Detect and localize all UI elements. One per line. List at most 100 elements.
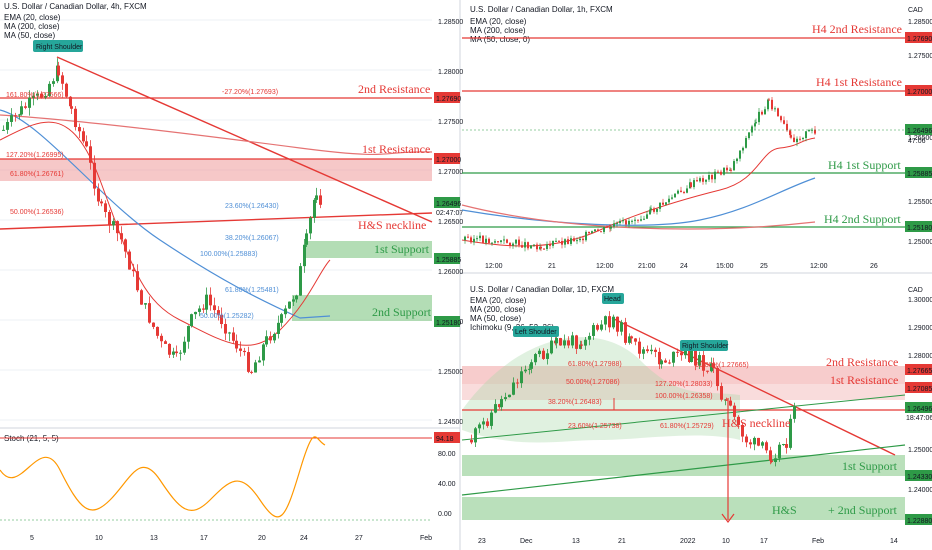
tr-candle-body: [558, 240, 560, 242]
br-x-tick: 10: [722, 538, 730, 545]
br-level-s1-bg: [905, 470, 932, 481]
br-candle-body: [482, 421, 485, 425]
candle-body: [319, 195, 322, 205]
tr-x-tick: 12:00: [485, 263, 503, 270]
tr-candle-body: [674, 193, 676, 198]
candle-body: [190, 314, 193, 327]
br-indicator: Ichimoku (9, 26, 52, 26): [470, 323, 554, 332]
tr-candle-body: [597, 229, 599, 232]
candle-body: [209, 294, 212, 306]
candle-body: [44, 95, 47, 98]
br-candle-body: [757, 437, 760, 446]
tr-candle-body: [591, 231, 593, 234]
tr-x-tick: 25: [760, 263, 768, 270]
tr-candle-body: [606, 226, 608, 228]
candle-body: [93, 162, 96, 189]
br-candle-body: [694, 347, 697, 366]
fib-label: 61.80%(1.26761): [10, 171, 64, 178]
tr-candle-body: [588, 231, 590, 234]
tr-candle-body: [549, 244, 551, 246]
candle-body: [299, 266, 302, 296]
tr-candle-body: [637, 219, 639, 221]
br-candle-body: [490, 412, 493, 426]
candle-body: [40, 93, 43, 98]
tr-candle-body: [720, 171, 722, 175]
br-candle-body: [600, 324, 603, 330]
br-green-trend-2: [461, 394, 906, 441]
br-fib-label: 23.60%(1.25738): [568, 423, 622, 430]
br-candle-body: [706, 370, 709, 372]
br-candle-body: [676, 351, 679, 353]
br-indicator: EMA (20, close): [470, 296, 527, 305]
br-candle-body: [580, 344, 583, 346]
br-price-tick: 1.24000: [908, 487, 932, 494]
rs-label: Right Shoulder: [682, 343, 729, 350]
br-candle-body: [680, 352, 683, 356]
tr-level-s2: 1.25180: [907, 225, 932, 232]
candle-body: [116, 221, 119, 234]
stoch-value: 94.18: [436, 436, 454, 443]
tr-candle-body: [668, 198, 670, 203]
fib-label: -27.20%(1.27693): [222, 89, 278, 96]
br-candle-body: [500, 399, 503, 408]
tr-candle-body: [814, 129, 816, 134]
label-1st-resistance: 1st Resistance: [362, 142, 430, 156]
br-title: U.S. Dollar / Canadian Dollar, 1D, FXCM: [470, 285, 614, 294]
br-fib-label: 38.20%(1.26483): [548, 399, 602, 406]
br-candle-body: [716, 367, 719, 387]
price-tick: 1.27000: [438, 169, 463, 176]
br-candle-body: [616, 316, 619, 332]
candle-body: [292, 299, 295, 302]
tr-level-s1-bg: [905, 167, 932, 178]
br-sup-zone-1: [462, 455, 905, 476]
br-candle-body: [612, 316, 615, 328]
br-candle-body: [769, 450, 772, 461]
tr-candle-body: [640, 219, 642, 221]
tr-candle-body: [479, 235, 481, 239]
br-candle-body: [579, 344, 582, 349]
br-candle-body: [741, 424, 744, 437]
candle-body: [20, 106, 23, 115]
support-zone-1: [305, 241, 432, 258]
br-label-neckline: H&S neckline: [722, 416, 790, 430]
br-candle-body: [555, 338, 558, 344]
tr-candle-body: [576, 240, 578, 242]
br-candle-body: [789, 418, 792, 448]
br-candle-body: [530, 362, 533, 369]
tr-candle-body: [503, 239, 505, 241]
br-candle-body: [658, 351, 661, 365]
candle-body: [148, 303, 151, 323]
tr-candle-body: [631, 220, 633, 222]
tr-candle-body: [665, 202, 667, 205]
tr-candle-body: [570, 238, 572, 244]
x-tick: Feb: [420, 535, 432, 542]
tr-candle-body: [610, 226, 612, 229]
candle-body: [262, 344, 265, 361]
tr-candle-body: [533, 244, 535, 246]
tr-level-cur: 1.26496: [907, 128, 932, 135]
ma50-line: [0, 109, 331, 319]
br-candle-body: [702, 355, 705, 371]
candle-body: [132, 269, 135, 272]
stoch-value-bg: [434, 432, 460, 443]
br-level-r1-bg: [905, 382, 932, 393]
br-candle-body: [504, 397, 507, 400]
label-2nd-support: 2nd Support: [372, 305, 432, 319]
tr-x-tick: 21: [548, 263, 556, 270]
tr-candle-body: [497, 241, 499, 243]
candle-body: [228, 332, 231, 334]
br-candle-body: [478, 424, 481, 429]
tr-candle-body: [802, 137, 804, 139]
br-candle-body: [745, 436, 748, 443]
br-candle-body: [608, 316, 611, 328]
tr-candle-body: [527, 242, 529, 249]
candle-body: [10, 115, 13, 122]
tr-candle-body: [656, 208, 658, 212]
x-tick: 24: [300, 535, 308, 542]
br-candle-body: [725, 399, 728, 401]
tr-candle-body: [485, 238, 487, 243]
tr-candle-body: [616, 223, 618, 225]
candle-body: [124, 239, 127, 252]
br-candle-body: [567, 340, 570, 346]
tr-indicator: EMA (20, close): [470, 17, 527, 26]
